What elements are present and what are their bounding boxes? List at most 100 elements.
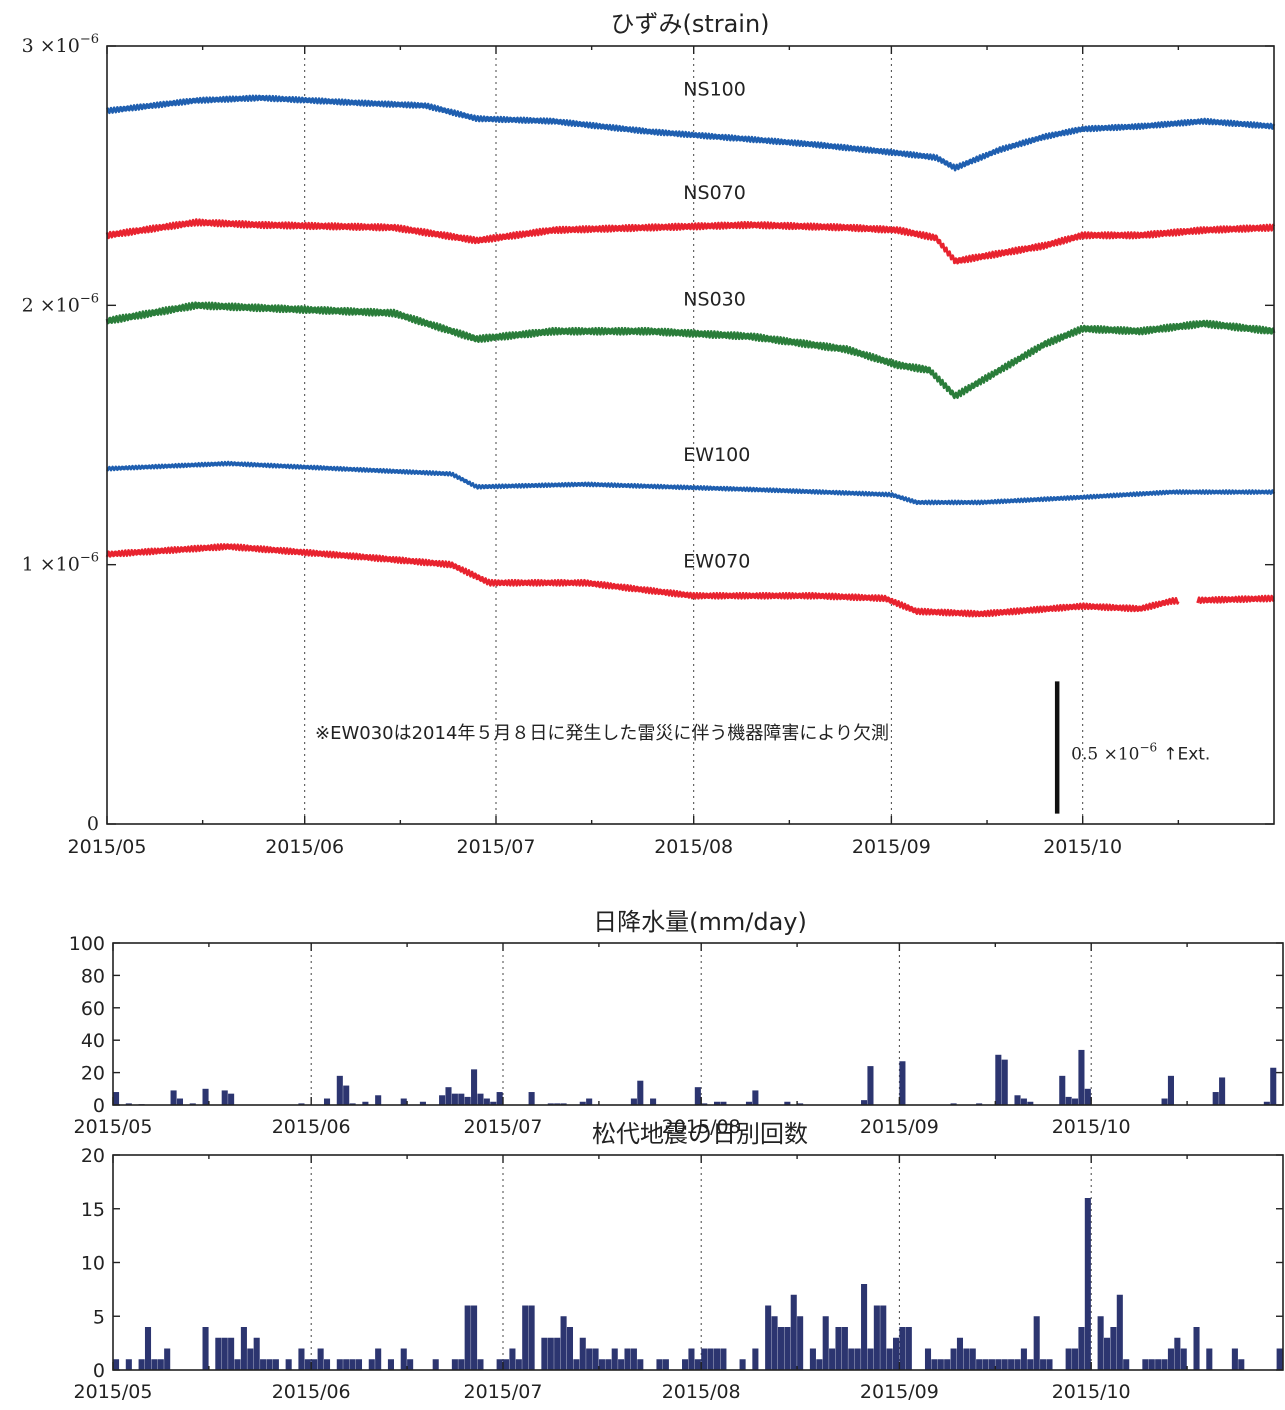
rainfall-bar — [471, 1069, 478, 1105]
series-label-ns100: NS100 — [683, 78, 746, 100]
earthquake-bar — [1148, 1359, 1155, 1370]
rainfall-bar — [221, 1090, 228, 1105]
rainfall-bar — [343, 1085, 350, 1105]
series-label-ew100: EW100 — [683, 444, 750, 466]
earthquake-bar — [688, 1348, 695, 1370]
missing-data-note: ※EW030は2014年５月８日に発生した雷災に伴う機器障害により欠測 — [315, 723, 889, 744]
rainfall-x-tick-label: 2015/05 — [74, 1116, 153, 1138]
earthquake-bar — [228, 1337, 235, 1370]
earthquake-bar — [771, 1316, 778, 1370]
rainfall-bar — [745, 1101, 753, 1105]
earthquake-bar — [784, 1327, 791, 1370]
earthquake-bar — [355, 1359, 363, 1370]
earthquake-bar — [157, 1359, 164, 1370]
earthquake-bar — [349, 1359, 356, 1370]
strain-x-tick-label: 2015/10 — [1043, 836, 1122, 858]
strain-x-tick-label: 2015/05 — [68, 836, 147, 858]
earthquake-bar — [387, 1359, 394, 1370]
earthquake-bar — [854, 1348, 861, 1370]
strain-y-tick-exponent: −6 — [80, 291, 99, 306]
strain-y-tick-label: 0 — [87, 813, 99, 835]
earthquake-bar — [1167, 1348, 1174, 1370]
rainfall-bar — [483, 1098, 490, 1105]
earthquake-bar — [1046, 1359, 1053, 1370]
earthquake-bar — [835, 1327, 842, 1370]
earthquake-bar — [873, 1305, 880, 1370]
earthquake-bar — [1276, 1348, 1283, 1370]
earthquake-bar — [1155, 1359, 1162, 1370]
scale-bar-direction: ↑Ext. — [1163, 744, 1210, 764]
earthquake-bar — [253, 1337, 260, 1370]
earthquake-bar — [777, 1327, 784, 1370]
earthquake-bar — [630, 1348, 637, 1370]
earthquake-bar — [458, 1359, 465, 1370]
strain-x-tick-label: 2015/06 — [265, 836, 344, 858]
earthquake-bar — [285, 1359, 292, 1370]
earthquake-bar — [400, 1348, 407, 1370]
earthquake-bar — [605, 1359, 612, 1370]
earthquake-bar — [234, 1359, 241, 1370]
earthquake-bar — [1027, 1359, 1034, 1370]
earthquake-bar — [790, 1294, 797, 1370]
earthquake-x-tick-label: 2015/05 — [74, 1381, 153, 1403]
earthquake-bar — [522, 1305, 529, 1370]
rainfall-bar — [458, 1093, 465, 1105]
strain-series-ns070 — [105, 218, 1276, 265]
rainfall-y-tick-label: 0 — [93, 1095, 105, 1117]
rainfall-bar — [170, 1090, 177, 1105]
rainfall-bar — [1212, 1092, 1219, 1105]
earthquake-bar — [829, 1348, 836, 1370]
rainfall-bar — [419, 1101, 426, 1105]
earthquake-bar — [944, 1359, 951, 1370]
rainfall-bar — [375, 1095, 382, 1105]
rainfall-bar — [113, 1092, 120, 1105]
rainfall-bar — [630, 1098, 637, 1105]
rainfall-bar — [298, 1103, 305, 1105]
earthquake-bar — [496, 1359, 503, 1370]
series-label-ns070: NS070 — [683, 182, 746, 204]
earthquake-bar — [848, 1348, 855, 1370]
earthquake-bar — [272, 1359, 279, 1370]
rainfall-bar — [713, 1101, 721, 1105]
earthquake-y-tick-label: 15 — [81, 1199, 105, 1221]
strain-series-ew070 — [105, 543, 1275, 618]
earthquake-bar — [867, 1348, 874, 1370]
earthquake-bar — [956, 1337, 964, 1370]
rainfall-y-tick-label: 80 — [81, 965, 105, 987]
earthquake-bar — [515, 1359, 522, 1370]
earthquake-bar — [995, 1359, 1002, 1370]
earthquake-bar — [464, 1305, 471, 1370]
strain-series-ns100 — [105, 94, 1276, 172]
earthquake-bar — [841, 1327, 848, 1370]
earthquake-bar — [752, 1348, 759, 1370]
earthquake-bar — [304, 1359, 311, 1370]
rainfall-bar — [784, 1101, 791, 1105]
strain-plot-frame — [106, 45, 1275, 825]
rainfall-bar — [176, 1098, 184, 1105]
earthquake-bar — [713, 1348, 721, 1370]
earthquake-bar — [1097, 1316, 1104, 1370]
earthquake-bar — [880, 1305, 887, 1370]
earthquake-bar — [1103, 1337, 1111, 1370]
strain-series-ew100 — [106, 460, 1276, 506]
rainfall-bar — [323, 1098, 331, 1105]
earthquake-bar — [260, 1359, 267, 1370]
earthquake-bar — [624, 1348, 631, 1370]
rainfall-bar — [445, 1087, 452, 1105]
earthquake-bar — [509, 1348, 516, 1370]
rainfall-x-tick-label: 2015/09 — [860, 1116, 939, 1138]
earthquake-bar — [503, 1359, 510, 1370]
earthquake-bar — [765, 1305, 772, 1370]
earthquake-bar — [566, 1327, 574, 1370]
earthquake-x-tick-label: 2015/09 — [860, 1381, 939, 1403]
rainfall-x-tick-label: 2015/10 — [1052, 1116, 1131, 1138]
rainfall-panel: 日降水量(mm/day) 0 20 40 60 80 100 2015/05 2015/06… — [69, 908, 1284, 1138]
strain-series-ns030 — [105, 301, 1276, 400]
earthquake-bar — [323, 1359, 331, 1370]
earthquake-bar — [618, 1359, 625, 1370]
earthquake-bar — [1206, 1348, 1213, 1370]
rainfall-bar — [1020, 1098, 1027, 1105]
earthquake-bar — [151, 1359, 158, 1370]
earthquake-bar — [1180, 1348, 1187, 1370]
